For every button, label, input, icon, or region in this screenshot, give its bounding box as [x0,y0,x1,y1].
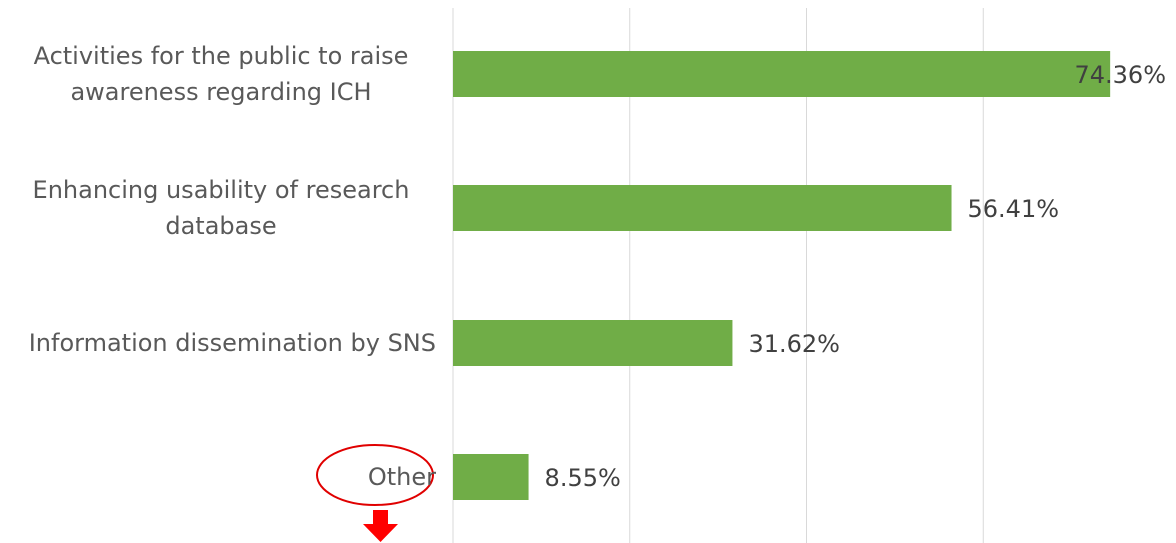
value-label: 8.55% [545,464,621,492]
category-label-box: Enhancing usability of research database [6,158,436,258]
category-label-box: Activities for the public to raise aware… [6,24,436,124]
bar [453,320,733,366]
category-label: Activities for the public to raise aware… [33,42,409,106]
category-label: Enhancing usability of research database [32,176,410,240]
category-label-box: Information dissemination by SNS [6,293,436,393]
highlight-ellipse [316,444,434,506]
category-label: Other [367,463,436,491]
value-label: 56.41% [968,195,1060,223]
down-arrow [363,510,398,542]
bar [453,454,529,500]
value-label: 74.36% [1074,61,1166,89]
bar [453,185,952,231]
category-label-box: Other [6,427,436,527]
category-label: Information dissemination by SNS [28,329,436,357]
value-label: 31.62% [748,330,840,358]
bar [453,51,1111,97]
